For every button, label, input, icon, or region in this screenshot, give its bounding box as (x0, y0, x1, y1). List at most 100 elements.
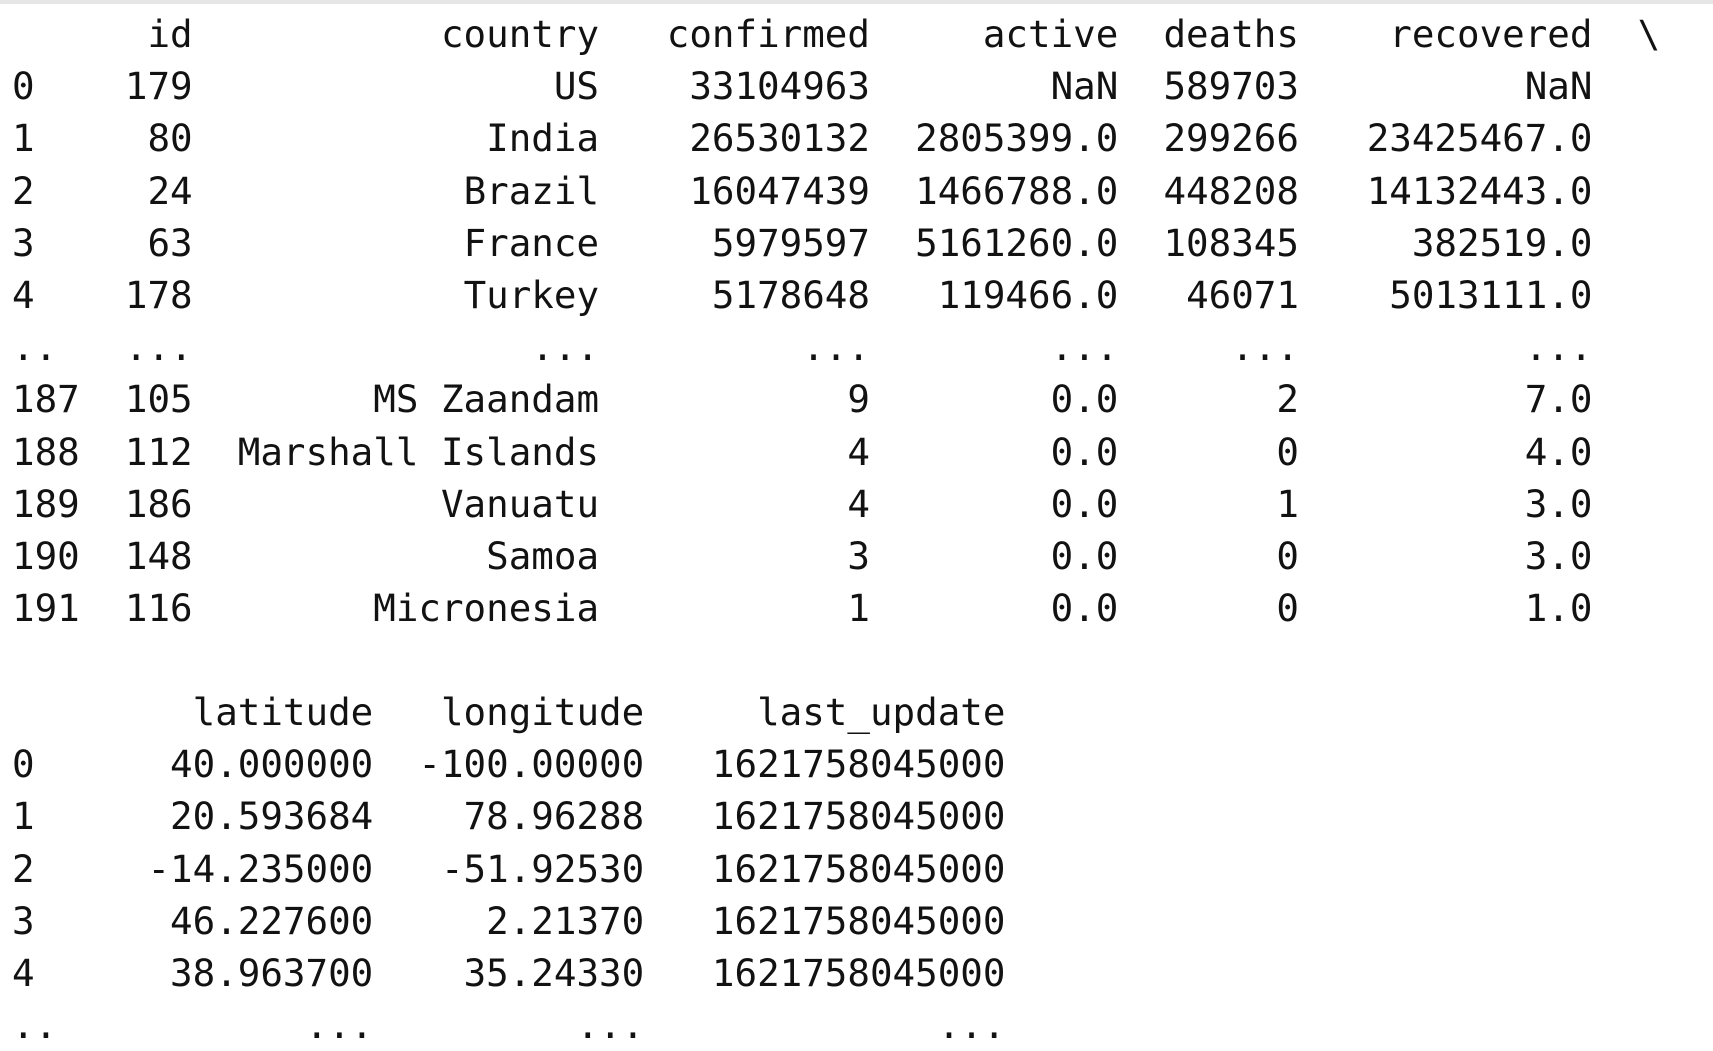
row-index: 4 (12, 272, 35, 317)
table-cell: 5161260.0 (915, 220, 1119, 265)
table-cell: Samoa (486, 533, 600, 578)
row-index: 188 (12, 429, 80, 474)
table-cell: 7.0 (1524, 377, 1593, 422)
table-row: .. ... ... ... ... ... ... (12, 321, 1660, 373)
table-cell: 1466788.0 (915, 168, 1119, 213)
table-cell: 5013111.0 (1389, 272, 1593, 317)
table-cell: 382519.0 (1411, 220, 1593, 265)
table-cell: ... (576, 1003, 645, 1048)
table-cell: 4.0 (1524, 429, 1593, 474)
table-cell: Marshall Islands (237, 429, 600, 474)
table-row: 189 186 Vanuatu 4 0.0 1 3.0 (12, 478, 1660, 530)
table-cell: 299266 (1163, 116, 1299, 161)
table-cell: 2805399.0 (915, 116, 1119, 161)
table-cell: 3 (847, 533, 870, 578)
table-row: 187 105 MS Zaandam 9 0.0 2 7.0 (12, 373, 1660, 425)
column-header: id (147, 12, 193, 56)
table-cell: 0.0 (1050, 377, 1119, 422)
column-header: longitude (440, 690, 645, 734)
row-index: 1 (12, 794, 35, 839)
table-cell: 5979597 (711, 220, 870, 265)
table-row: 3 63 France 5979597 5161260.0 108345 382… (12, 217, 1660, 269)
column-header: recovered (1389, 12, 1593, 56)
table-cell: 38.963700 (170, 950, 374, 995)
row-index: 2 (12, 168, 35, 213)
table-cell: 0 (1276, 533, 1299, 578)
row-index: 3 (12, 898, 35, 943)
table-cell: 16047439 (689, 168, 870, 213)
table-cell: 1621758045000 (711, 794, 1006, 839)
table-cell: India (486, 116, 600, 161)
table-cell: 63 (147, 220, 193, 265)
table-cell: 5178648 (711, 272, 870, 317)
table-cell: 2.21370 (486, 898, 645, 943)
column-header: country (440, 12, 600, 56)
table-cell: 78.96288 (463, 794, 645, 839)
table-cell: 1621758045000 (711, 742, 1006, 787)
table-cell: Turkey (463, 272, 600, 317)
table-cell: NaN (1050, 64, 1119, 109)
table-cell: 178 (124, 272, 193, 317)
table-row: 4 38.963700 35.24330 1621758045000 (12, 947, 1005, 999)
table-row: 0 179 US 33104963 NaN 589703 NaN (12, 60, 1660, 112)
table-cell: Brazil (463, 168, 600, 213)
table-cell: ... (124, 325, 193, 370)
table-row: 4 178 Turkey 5178648 119466.0 46071 5013… (12, 269, 1660, 321)
table-cell: 35.24330 (463, 950, 645, 995)
table-cell: 3.0 (1524, 533, 1593, 578)
table-row: 1 20.593684 78.96288 1621758045000 (12, 790, 1005, 842)
header-row: id country confirmed active deaths recov… (12, 8, 1660, 60)
table-cell: 0.0 (1050, 429, 1119, 474)
table-cell: ... (937, 1003, 1006, 1048)
column-header: active (982, 12, 1119, 56)
table-cell: MS Zaandam (373, 377, 600, 422)
column-header: last_update (757, 690, 1006, 734)
table-cell: ... (1050, 325, 1119, 370)
top-divider (0, 0, 1713, 4)
table-cell: -100.00000 (418, 742, 645, 787)
table-cell: 0.0 (1050, 533, 1119, 578)
table-cell: ... (1231, 325, 1299, 370)
table-cell: 1.0 (1524, 586, 1593, 631)
table-cell: 108345 (1163, 220, 1299, 265)
table-cell: 46.227600 (170, 898, 374, 943)
table-cell: 9 (847, 377, 870, 422)
row-index: 3 (12, 220, 35, 265)
table-cell: 589703 (1163, 64, 1299, 109)
table-cell: Vanuatu (440, 481, 600, 526)
table-cell: 3.0 (1524, 481, 1593, 526)
table-cell: 14132443.0 (1366, 168, 1593, 213)
table-row: 2 -14.235000 -51.92530 1621758045000 (12, 843, 1005, 895)
row-index: 190 (12, 533, 80, 578)
table-cell: 4 (847, 481, 870, 526)
table-cell: 148 (124, 533, 193, 578)
row-index: 187 (12, 377, 80, 422)
table-cell: ... (1524, 325, 1593, 370)
table-cell: 24 (147, 168, 193, 213)
table-row: 3 46.227600 2.21370 1621758045000 (12, 895, 1005, 947)
row-index: .. (12, 325, 58, 370)
table-cell: 23425467.0 (1366, 116, 1593, 161)
dataframe-block-2: latitude longitude last_update 0 40.00000… (12, 686, 1005, 1051)
table-row: 0 40.000000 -100.00000 1621758045000 (12, 738, 1005, 790)
table-cell: 0 (1276, 586, 1299, 631)
table-cell: France (463, 220, 600, 265)
table-cell: 4 (847, 429, 870, 474)
row-index: 2 (12, 846, 35, 891)
table-row: 188 112 Marshall Islands 4 0.0 0 4.0 (12, 426, 1660, 478)
row-index: 191 (12, 586, 80, 631)
table-cell: 119466.0 (937, 272, 1119, 317)
column-header: confirmed (666, 12, 870, 56)
table-cell: Micronesia (373, 586, 600, 631)
table-cell: US (553, 64, 600, 109)
table-cell: 112 (124, 429, 193, 474)
table-row: 191 116 Micronesia 1 0.0 0 1.0 (12, 582, 1660, 634)
table-cell: 1621758045000 (711, 846, 1006, 891)
table-cell: 1621758045000 (711, 898, 1006, 943)
table-cell: 1621758045000 (711, 950, 1006, 995)
table-row: .. ... ... ... (12, 999, 1005, 1051)
table-cell: 0 (1276, 429, 1299, 474)
line-continuation-marker: \ (1637, 12, 1661, 56)
table-cell: 1 (847, 586, 870, 631)
column-header: deaths (1163, 12, 1299, 56)
